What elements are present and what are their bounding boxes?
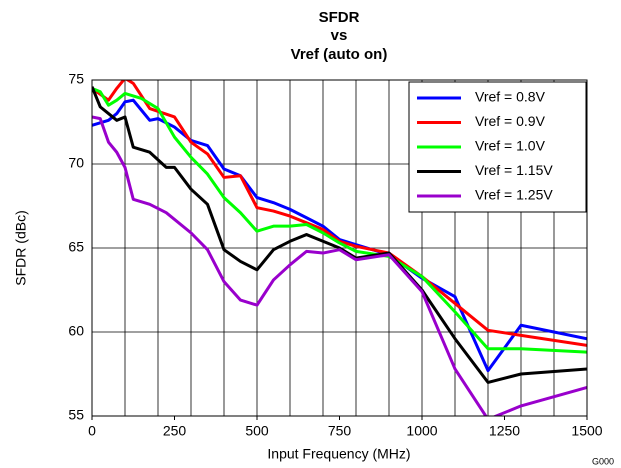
legend-label: Vref = 0.8V [475, 89, 546, 105]
legend-label: Vref = 0.9V [475, 113, 546, 129]
legend-label: Vref = 1.0V [475, 138, 546, 154]
x-axis-label: Input Frequency (MHz) [267, 446, 410, 462]
x-tick-label: 1250 [489, 423, 520, 439]
series-line [92, 115, 587, 416]
plot-border [91, 79, 588, 417]
y-tick-label: 60 [68, 323, 84, 339]
x-tick-label: 1000 [406, 423, 437, 439]
series-line [92, 87, 587, 354]
y-tick-label: 55 [68, 407, 84, 423]
lines [92, 80, 587, 416]
x-tick-label: 1500 [571, 423, 602, 439]
corner-label: G000 [592, 456, 614, 466]
x-tick-label: 250 [163, 423, 187, 439]
legend-label: Vref = 1.15V [475, 162, 553, 178]
x-tick-label: 750 [328, 423, 352, 439]
chart-title: Vref (auto on) [291, 46, 388, 63]
y-tick-label: 70 [68, 155, 84, 171]
chart-title: SFDR [319, 9, 360, 26]
x-tick-label: 500 [245, 423, 269, 439]
y-tick-label: 65 [68, 239, 84, 255]
legend-label: Vref = 1.25V [475, 187, 553, 203]
chart-title: vs [331, 27, 348, 44]
y-axis-label: SFDR (dBc) [13, 210, 29, 285]
y-tick-label: 75 [68, 71, 84, 87]
x-tick-label: 0 [88, 423, 96, 439]
